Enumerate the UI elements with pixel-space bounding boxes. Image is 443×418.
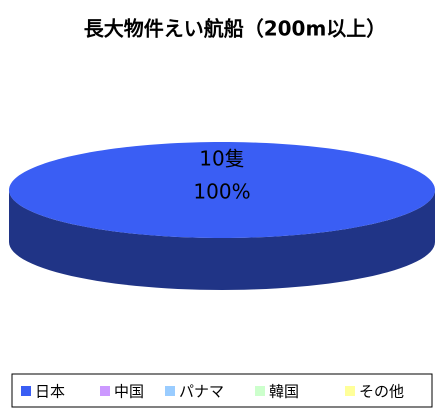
legend-swatch (345, 386, 355, 396)
legend-swatch (21, 386, 31, 396)
legend-swatch (255, 386, 265, 396)
pie-side (9, 190, 435, 290)
legend-label: 日本 (35, 383, 65, 401)
data-label: 10隻 (199, 147, 244, 171)
legend-swatch (100, 386, 110, 396)
legend-box (11, 373, 433, 408)
legend-label: その他 (359, 383, 404, 401)
legend-label: 韓国 (269, 383, 299, 401)
legend-swatch (165, 386, 175, 396)
chart-title: 長大物件えい航船（200m以上） (84, 17, 387, 41)
legend-label: パナマ (179, 383, 224, 401)
data-label: 100% (193, 180, 250, 204)
pie-slice (9, 142, 435, 238)
legend-label: 中国 (114, 383, 144, 401)
